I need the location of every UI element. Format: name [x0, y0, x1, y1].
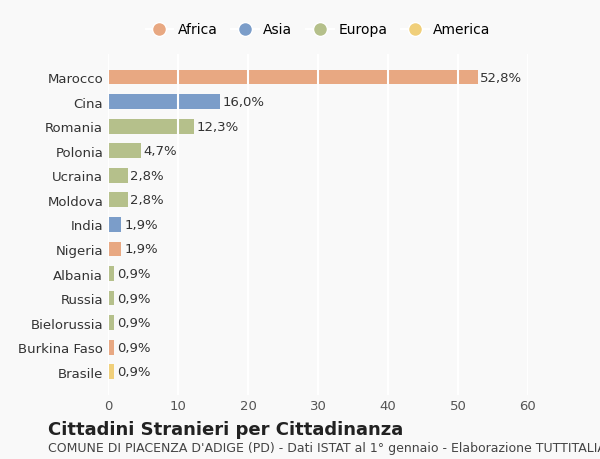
Text: Cittadini Stranieri per Cittadinanza: Cittadini Stranieri per Cittadinanza — [48, 420, 403, 438]
Legend: Africa, Asia, Europa, America: Africa, Asia, Europa, America — [140, 18, 496, 43]
Text: 0,9%: 0,9% — [117, 365, 151, 378]
Text: 2,8%: 2,8% — [130, 169, 164, 182]
Bar — [108, 144, 141, 159]
Text: 16,0%: 16,0% — [223, 96, 265, 109]
Text: 0,9%: 0,9% — [117, 268, 151, 280]
Text: 4,7%: 4,7% — [144, 145, 178, 158]
Bar — [108, 71, 478, 85]
Text: 0,9%: 0,9% — [117, 316, 151, 330]
Bar — [108, 242, 121, 257]
Bar — [108, 168, 128, 183]
Text: COMUNE DI PIACENZA D'ADIGE (PD) - Dati ISTAT al 1° gennaio - Elaborazione TUTTIT: COMUNE DI PIACENZA D'ADIGE (PD) - Dati I… — [48, 442, 600, 454]
Bar — [108, 218, 121, 232]
Bar — [108, 340, 114, 355]
Text: 1,9%: 1,9% — [124, 243, 158, 256]
Bar — [108, 95, 220, 110]
Bar — [108, 193, 128, 208]
Bar — [108, 267, 114, 281]
Text: 2,8%: 2,8% — [130, 194, 164, 207]
Text: 0,9%: 0,9% — [117, 341, 151, 354]
Text: 52,8%: 52,8% — [481, 72, 523, 84]
Bar — [108, 364, 114, 379]
Text: 0,9%: 0,9% — [117, 292, 151, 305]
Bar — [108, 119, 194, 134]
Bar — [108, 291, 114, 306]
Text: 1,9%: 1,9% — [124, 218, 158, 231]
Bar — [108, 316, 114, 330]
Text: 12,3%: 12,3% — [197, 120, 239, 134]
